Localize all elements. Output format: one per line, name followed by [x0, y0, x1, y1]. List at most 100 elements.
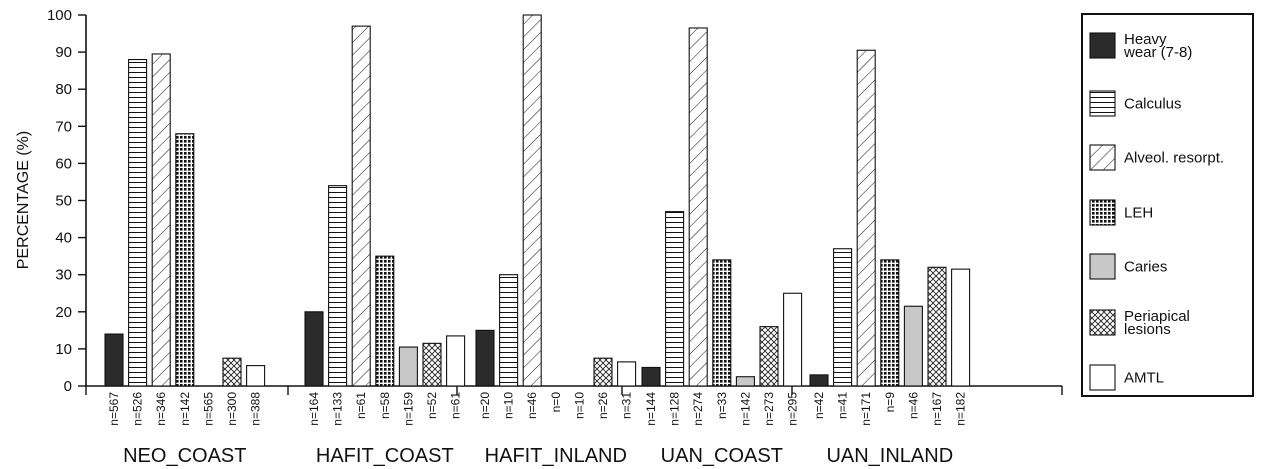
n-label: n=128: [668, 392, 682, 426]
bar: [617, 361, 637, 387]
n-label: n=388: [249, 392, 263, 426]
n-label: n=26: [596, 392, 610, 419]
bars: [104, 14, 971, 387]
y-tick-label: 100: [47, 7, 72, 24]
n-label: n=300: [225, 392, 239, 426]
n-label: n=42: [812, 392, 826, 419]
n-label: n=273: [762, 392, 776, 426]
bar: [151, 53, 171, 387]
n-label: n=20: [478, 392, 492, 419]
bar: [809, 374, 829, 387]
n-label: n=41: [836, 392, 850, 419]
x-category-label: UAN_INLAND: [826, 445, 953, 467]
n-label: n=58: [378, 392, 392, 419]
n-label: n=0: [549, 392, 563, 413]
bar: [304, 311, 324, 387]
bar: [351, 25, 371, 387]
n-label: n=31: [620, 392, 634, 419]
bar: [759, 326, 779, 387]
n-label: n=182: [954, 392, 968, 426]
bar: [951, 268, 971, 387]
legend-swatch: [1089, 90, 1116, 117]
x-category-label: UAN_COAST: [661, 445, 783, 467]
legend-label: LEH: [1124, 205, 1153, 222]
legend-swatch: [1089, 364, 1116, 391]
bar: [128, 58, 148, 387]
y-tick-label: 80: [55, 81, 72, 98]
bar: [641, 366, 661, 387]
y-tick-label: 0: [64, 378, 72, 395]
bar: [927, 266, 947, 387]
n-label: n=9: [883, 392, 897, 413]
n-label: n=159: [401, 392, 415, 426]
legend-label: lesions: [1124, 321, 1171, 338]
n-labels: n=567 n=526 n=346 n=142 n=565 n=300 n=388 n=164…: [107, 392, 968, 426]
bar: [880, 259, 900, 387]
legend-label: Periapical: [1124, 308, 1190, 325]
n-label: n=61: [354, 392, 368, 419]
y-tick-label: 90: [55, 44, 72, 61]
y-tick-label: 30: [55, 267, 72, 284]
bar: [328, 185, 348, 387]
legend-label: Caries: [1124, 259, 1167, 276]
x-category-label: NEO_COAST: [123, 445, 246, 467]
legend-label: wear (7-8): [1123, 44, 1192, 61]
bar: [375, 255, 395, 387]
legend-label: Heavy: [1124, 31, 1167, 48]
bar: [688, 27, 708, 387]
n-label: n=164: [307, 392, 321, 426]
bar: [246, 365, 266, 387]
y-tick-label: 70: [55, 118, 72, 135]
x-category-label: HAFIT_INLAND: [485, 445, 627, 467]
n-label: n=61: [449, 392, 463, 419]
legend-swatch: [1089, 32, 1116, 59]
n-label: n=346: [154, 392, 168, 426]
legend-swatch: [1089, 253, 1116, 280]
group-labels: NEO_COAST HAFIT_COAST HAFIT_INLAND UAN_COAS…: [123, 445, 953, 467]
y-tick-label: 20: [55, 304, 72, 321]
n-label: n=142: [738, 392, 752, 426]
y-tick-label: 40: [55, 230, 72, 247]
bar: [104, 333, 124, 387]
y-axis-title: PERCENTAGE (%): [15, 131, 32, 269]
legend-swatch: [1089, 309, 1116, 336]
bar: [499, 274, 519, 387]
n-label: n=52: [425, 392, 439, 419]
y-tick-label: 50: [55, 193, 72, 210]
y-tick-label: 60: [55, 155, 72, 172]
x-category-label: HAFIT_COAST: [316, 445, 454, 467]
bar: [783, 292, 803, 387]
n-label: n=274: [691, 392, 705, 426]
n-label: n=33: [715, 392, 729, 419]
n-label: n=144: [644, 392, 658, 426]
legend-swatch: [1089, 144, 1116, 171]
bar: [665, 211, 685, 387]
bar: [175, 133, 195, 387]
bar: [475, 329, 495, 387]
n-label: n=171: [859, 392, 873, 426]
bar: [446, 335, 466, 387]
n-label: n=142: [178, 392, 192, 426]
bar: [398, 346, 418, 387]
bar: [522, 14, 542, 387]
n-label: n=133: [331, 392, 345, 426]
y-tick-label: 10: [55, 341, 72, 358]
n-label: n=567: [107, 392, 121, 426]
legend-swatch: [1089, 199, 1116, 226]
y-axis: 0 10 20 30 40 50 60 70 80 90 100 PERCENTAGE (%): [15, 7, 87, 395]
n-label: n=526: [131, 392, 145, 426]
y-ticks: 0 10 20 30 40 50 60 70 80 90 100: [47, 7, 86, 395]
n-label: n=46: [906, 392, 920, 419]
legend-label: Calculus: [1124, 96, 1182, 113]
legend-label: Alveol. resorpt.: [1124, 150, 1224, 167]
bar: [735, 376, 755, 387]
n-label: n=10: [502, 392, 516, 419]
n-label: n=565: [201, 392, 215, 426]
n-label: n=295: [786, 392, 800, 426]
x-ticks: [85, 386, 1063, 395]
bar: [856, 49, 876, 387]
bar: [903, 305, 923, 387]
bar: [712, 259, 732, 387]
